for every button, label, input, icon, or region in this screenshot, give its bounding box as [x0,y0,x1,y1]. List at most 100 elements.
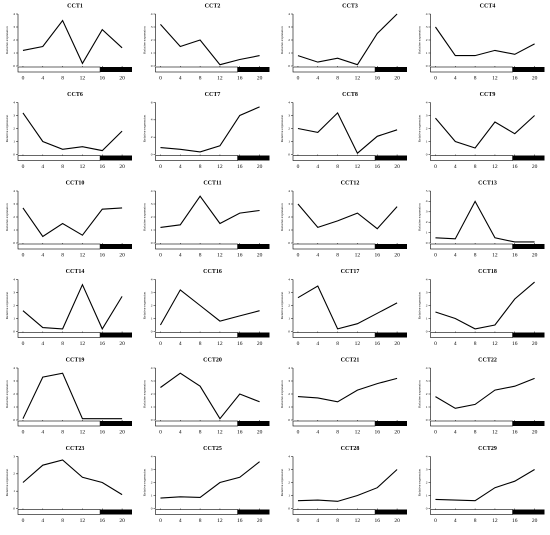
y-tick-label: 3 [426,379,428,383]
x-tick-label: 12 [217,341,223,347]
chart-title: CCT19 [66,357,85,363]
y-tick-label: 2 [288,480,290,484]
y-tick-label: 1 [151,493,153,497]
x-tick-label: 16 [237,518,243,524]
y-tick-label: 0 [426,64,428,68]
x-tick-label: 0 [159,429,162,435]
y-tick-label: 1 [288,493,290,497]
x-tick-label: 0 [22,75,25,81]
x-tick-label: 0 [434,252,437,258]
y-tick-label: 4 [151,277,153,281]
y-tick-label: 2 [151,38,153,42]
light-period-bar [155,420,238,427]
x-tick-label: 8 [61,164,64,170]
x-tick-label: 20 [257,429,263,435]
y-tick-label: 3 [288,379,290,383]
data-line [160,461,260,499]
y-tick-label: 1 [151,316,153,320]
x-tick-label: 4 [316,75,319,81]
y-tick-label: 2 [13,392,15,396]
y-tick-label: 2 [151,392,153,396]
x-tick-label: 8 [199,341,202,347]
y-tick-label: 2 [288,38,290,42]
x-tick-label: 12 [80,518,86,524]
x-tick-label: 4 [316,252,319,258]
x-tick-label: 4 [454,252,457,258]
y-tick-label: 0 [426,241,428,245]
y-tick-label: 4 [151,189,153,193]
light-period-bar [155,155,238,161]
x-tick-label: 16 [512,164,518,170]
y-tick-label: 2 [426,480,428,484]
x-tick-label: 8 [199,252,202,258]
light-period-bar [430,509,513,515]
x-tick-label: 20 [532,429,538,435]
chart-title: CCT3 [342,3,358,9]
y-tick-label: 4 [13,277,15,281]
y-tick-label: 2 [426,303,428,307]
y-tick-label: 4 [288,100,290,104]
y-tick-label: 0 [288,64,290,68]
chart-title: CCT17 [341,269,360,275]
data-line [297,285,398,330]
x-tick-label: 20 [394,341,400,347]
x-tick-label: 0 [159,164,162,170]
y-tick-label: 2 [288,303,290,307]
x-tick-label: 0 [159,341,162,347]
y-axis-label: Relative expression [142,203,146,231]
chart-title: CCT2 [205,3,221,9]
y-axis-label: Relative expression [5,26,9,54]
y-tick-label: 2 [13,215,15,219]
x-tick-label: 0 [22,252,25,258]
y-tick-label: 4 [151,366,153,370]
y-axis-label: Relative expression [142,469,146,497]
y-tick-label: 0 [151,64,153,68]
x-tick-label: 0 [297,75,300,81]
y-tick-label: 4 [288,189,290,193]
x-tick-label: 20 [257,252,263,258]
y-tick-label: 2 [13,126,15,130]
x-tick-label: 4 [179,164,182,170]
x-tick-label: 20 [532,252,538,258]
x-tick-label: 20 [119,429,125,435]
light-period-bar [292,155,376,161]
data-line [297,377,398,403]
light-period-bar [292,332,376,338]
x-tick-label: 16 [512,252,518,258]
y-tick-label: 4 [288,366,290,370]
chart-title: CCT9 [480,92,496,98]
chart-title: CCT16 [203,269,222,275]
y-tick-label: 0 [426,418,428,422]
y-tick-label: 0 [151,418,153,422]
x-tick-label: 8 [61,252,64,258]
y-tick-label: 3 [13,202,15,206]
x-tick-label: 12 [80,75,86,81]
y-tick-label: 1 [426,51,428,55]
light-period-bar [430,332,513,338]
x-tick-label: 20 [119,518,125,524]
x-tick-label: 8 [336,252,339,258]
y-tick-label: 1 [426,139,428,143]
x-tick-label: 20 [532,518,538,524]
x-tick-label: 0 [22,341,25,347]
y-tick-label: 4 [13,366,15,370]
x-tick-label: 12 [80,429,86,435]
y-tick-label: 3 [426,290,428,294]
y-tick-label: 6 [151,100,153,104]
x-tick-label: 4 [454,164,457,170]
x-tick-label: 8 [199,164,202,170]
y-tick-label: 4 [13,12,15,16]
x-tick-label: 0 [159,75,162,81]
y-axis-label: Relative expression [280,292,284,320]
chart-title: CCT7 [205,92,221,98]
y-axis-label: Relative expression [280,469,284,497]
data-line [22,112,123,152]
y-tick-label: 3 [288,467,290,471]
x-tick-label: 8 [474,75,477,81]
light-period-bar [155,509,238,515]
x-tick-label: 12 [355,518,361,524]
chart-title: CCT14 [66,269,85,275]
x-tick-label: 16 [237,164,243,170]
x-tick-label: 16 [512,341,518,347]
